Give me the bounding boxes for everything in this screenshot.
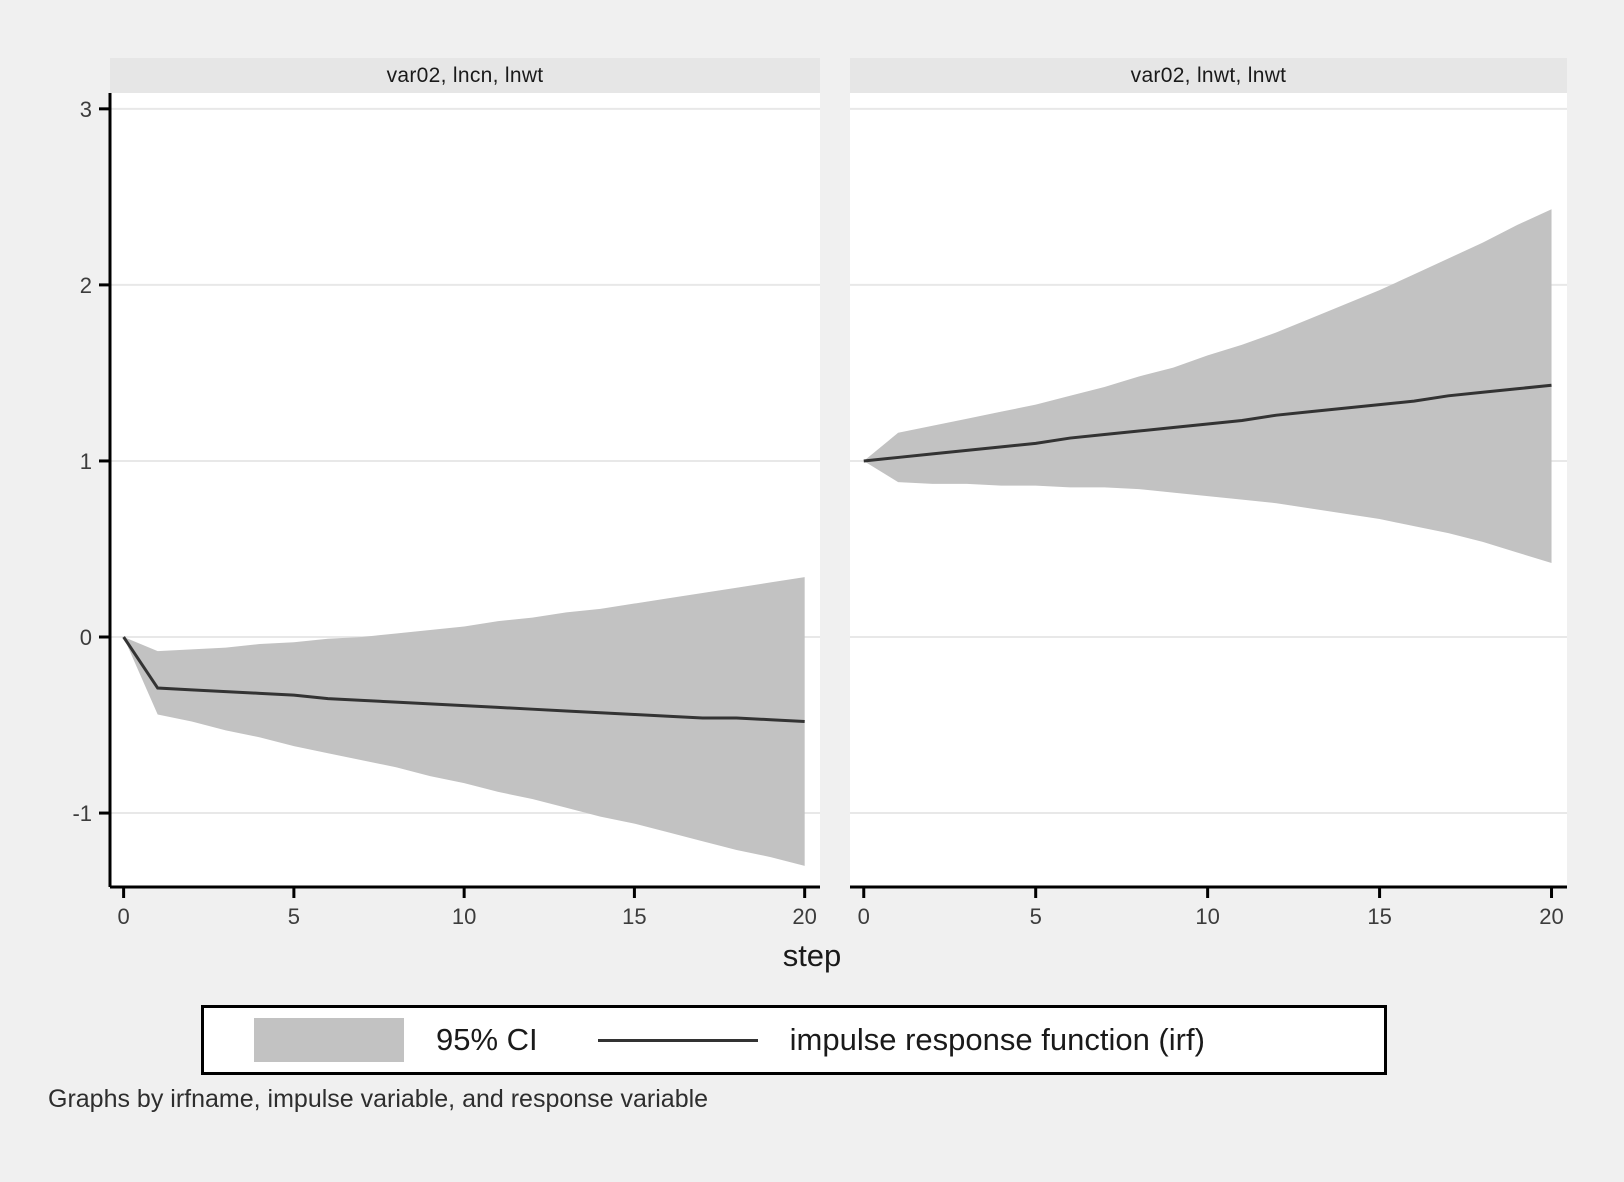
- ci-legend-label: 95% CI: [436, 1022, 538, 1057]
- x-axis-title: step: [782, 938, 842, 973]
- graphs-by-note: Graphs by irfname, impulse variable, and…: [48, 1085, 709, 1113]
- x-tick-label: 20: [792, 904, 816, 929]
- x-tick-label: 20: [1539, 904, 1563, 929]
- ci-band-swatch: [254, 1018, 404, 1062]
- legend: 95% CI impulse response function (irf): [201, 1005, 1387, 1075]
- y-tick-label: 3: [80, 97, 92, 122]
- panel-1: 0 5 10 15 20: [850, 93, 1567, 929]
- y-tick-label: 0: [80, 625, 92, 650]
- x-tick-label: 5: [288, 904, 300, 929]
- y-tick-label: -1: [72, 801, 92, 826]
- ci-band: [863, 209, 1552, 564]
- x-tick-label: 15: [622, 904, 646, 929]
- panel-title-left: var02, lncn, lnwt: [110, 58, 820, 93]
- panel-0: 0 5 10 15 20 -1 0 1 2 3: [72, 93, 820, 929]
- irf-legend-label: impulse response function (irf): [789, 1022, 1205, 1057]
- x-tick-label: 0: [117, 904, 129, 929]
- irf-line-sample: [597, 1038, 758, 1042]
- x-tick-label: 10: [1195, 904, 1219, 929]
- irf-line: [122, 636, 805, 724]
- panel-title-right: var02, lnwt, lnwt: [850, 58, 1567, 93]
- x-tick-label: 0: [858, 904, 870, 929]
- irf-panels-svg: 0 5 10 15 20 -1 0 1 2 3 0 5 10 15 20: [72, 93, 1567, 929]
- y-tick-label: 2: [80, 273, 92, 298]
- y-tick-label: 1: [80, 449, 92, 474]
- irf-line: [863, 383, 1552, 463]
- x-tick-label: 5: [1030, 904, 1042, 929]
- ci-band: [123, 577, 805, 866]
- x-tick-label: 10: [452, 904, 476, 929]
- x-tick-label: 15: [1367, 904, 1391, 929]
